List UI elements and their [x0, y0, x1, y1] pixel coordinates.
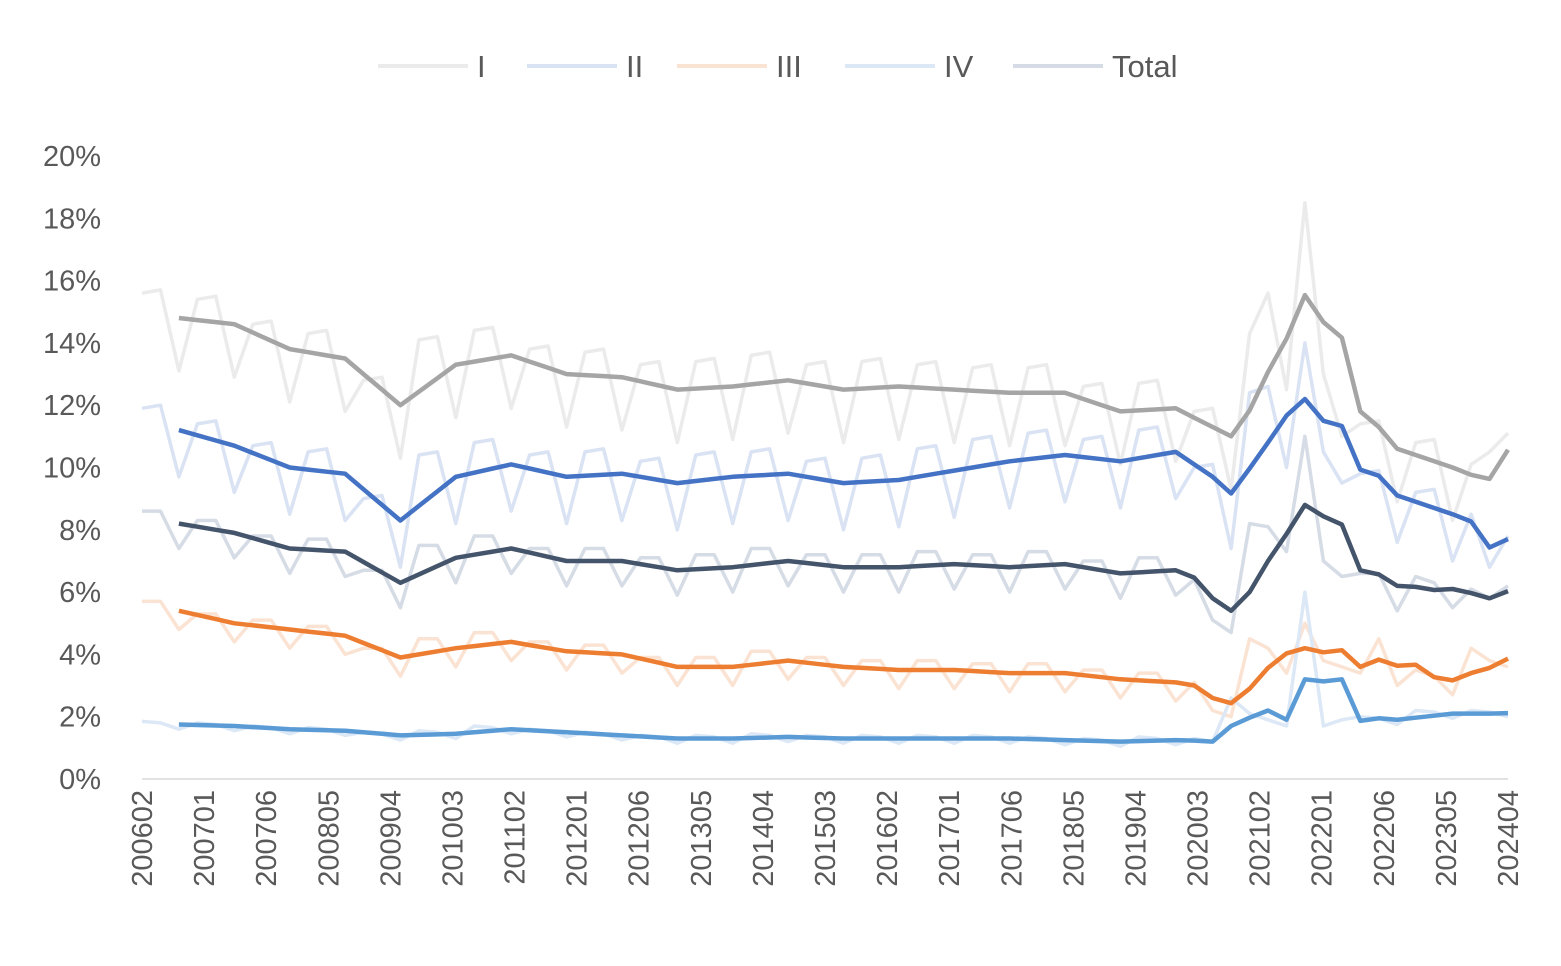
x-tick-label: 200805: [313, 790, 345, 887]
y-tick-label: 0%: [59, 764, 101, 796]
x-tick-label: 201206: [624, 790, 656, 887]
x-axis: 200602 200701 200706 200805 200904 201003 2011…: [127, 778, 1525, 887]
x-tick-label: 201404: [748, 790, 780, 887]
y-tick-label: 6%: [59, 577, 101, 609]
legend-label: III: [776, 49, 802, 84]
x-tick-label: 202305: [1431, 790, 1463, 887]
x-tick-label: 201904: [1120, 790, 1152, 887]
x-tick-label: 201706: [996, 790, 1028, 887]
y-tick-label: 2%: [59, 702, 101, 734]
legend-label: I: [477, 49, 486, 84]
legend-label: IV: [944, 49, 974, 84]
y-tick-label: 16%: [43, 266, 101, 298]
legend-item-i: I: [378, 49, 486, 84]
x-tick-label: 200602: [127, 790, 159, 887]
series-line-iii: [142, 599, 1509, 719]
x-tick-label: 201503: [810, 790, 842, 887]
y-axis: 0% 2% 4% 6% 8% 10% 12% 14% 16% 18% 20%: [43, 141, 101, 796]
legend-label: Total: [1112, 49, 1177, 84]
legend-item-ii: II: [527, 49, 643, 84]
trend-lines: [178, 292, 1510, 744]
series-line-ii: [141, 341, 1510, 569]
y-tick-label: 4%: [59, 639, 101, 671]
y-tick-label: 14%: [43, 328, 101, 360]
x-tick-label: 201003: [437, 790, 469, 887]
x-tick-label: 201102: [500, 790, 532, 885]
x-tick-label: 200904: [375, 790, 407, 887]
x-tick-label: 201201: [562, 790, 594, 887]
x-tick-label: 201701: [934, 790, 966, 887]
x-tick-label: 201805: [1058, 790, 1090, 887]
x-tick-label: 200701: [189, 790, 221, 887]
x-tick-label: 202201: [1307, 790, 1339, 887]
legend: I II III IV Total: [378, 49, 1177, 84]
x-tick-label: 201305: [686, 790, 718, 887]
trend-line-i: [178, 292, 1510, 482]
x-tick-label: 201602: [872, 790, 904, 887]
legend-item-iv: IV: [845, 49, 974, 84]
x-tick-label: 202003: [1183, 790, 1215, 887]
x-tick-label: 202206: [1369, 790, 1401, 887]
legend-item-iii: III: [677, 49, 802, 84]
legend-label: II: [626, 49, 643, 84]
x-tick-label: 202404: [1493, 790, 1525, 887]
y-tick-label: 18%: [43, 203, 101, 235]
trend-line-iii: [178, 608, 1510, 706]
x-tick-label: 200706: [251, 790, 283, 887]
series-line-iv: [141, 590, 1509, 749]
y-tick-label: 12%: [43, 390, 101, 422]
trend-line-ii: [178, 396, 1509, 550]
x-tick-label: 202102: [1245, 790, 1277, 887]
y-tick-label: 8%: [59, 515, 101, 547]
trend-line-total: [178, 502, 1509, 614]
legend-item-total: Total: [1013, 49, 1177, 84]
trend-line-iv: [178, 677, 1509, 744]
y-tick-label: 10%: [43, 453, 101, 485]
y-tick-label: 20%: [43, 141, 101, 173]
